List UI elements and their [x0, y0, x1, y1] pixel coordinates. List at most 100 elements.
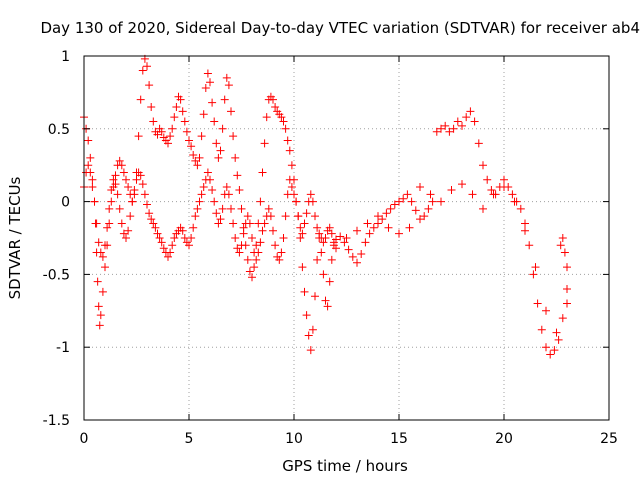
data-point — [206, 175, 214, 184]
data-point — [323, 302, 332, 311]
data-point — [308, 325, 317, 334]
data-point — [306, 346, 315, 355]
data-point — [315, 229, 324, 238]
data-point — [189, 223, 198, 232]
data-point — [111, 171, 120, 180]
x-tick-labels: 0 5 10 15 20 25 — [80, 431, 618, 447]
data-point — [399, 194, 408, 203]
data-point — [227, 107, 235, 116]
data-point — [243, 212, 252, 221]
data-point — [113, 190, 122, 199]
data-point — [218, 204, 227, 213]
x-tick-label: 0 — [80, 431, 89, 447]
data-point — [203, 69, 212, 78]
data-point — [287, 161, 296, 170]
data-point — [546, 350, 555, 359]
y-tick-labels: -1.5 -1 -0.5 0 0.5 1 — [43, 49, 70, 429]
data-point — [277, 248, 286, 257]
data-point — [220, 95, 229, 104]
data-point — [529, 270, 538, 279]
data-point — [231, 153, 240, 162]
data-point — [157, 238, 166, 247]
data-point — [405, 223, 414, 232]
data-point — [227, 204, 235, 213]
data-point — [248, 234, 256, 242]
data-point — [117, 161, 126, 170]
data-point — [248, 273, 256, 282]
data-point — [187, 142, 196, 151]
data-point — [437, 124, 445, 133]
data-point — [458, 180, 466, 189]
data-point — [94, 302, 103, 311]
data-point — [374, 219, 382, 228]
y-tick-label: 0 — [61, 195, 70, 211]
data-point — [214, 219, 223, 228]
grid-lines — [84, 56, 609, 420]
data-point — [185, 241, 193, 250]
data-point — [281, 124, 290, 133]
data-point — [105, 219, 114, 228]
y-tick-label: -0.5 — [43, 267, 70, 283]
data-point — [159, 244, 168, 253]
data-point — [287, 183, 296, 192]
data-point — [458, 121, 466, 130]
data-point — [233, 244, 242, 253]
data-point — [231, 234, 240, 242]
data-point — [445, 127, 454, 136]
data-point — [119, 229, 128, 238]
data-point — [558, 314, 567, 323]
data-point — [298, 263, 307, 272]
data-point — [269, 95, 277, 104]
data-point — [516, 204, 525, 213]
data-point — [411, 206, 420, 215]
data-point — [193, 161, 202, 170]
data-point — [260, 219, 269, 228]
data-point — [138, 180, 147, 189]
data-point — [199, 183, 208, 192]
data-point — [92, 219, 101, 228]
data-point — [197, 132, 206, 141]
data-point — [212, 209, 221, 218]
data-point — [136, 171, 145, 180]
data-point — [420, 212, 429, 221]
data-point — [256, 238, 265, 247]
data-point — [178, 226, 187, 235]
data-point — [281, 212, 290, 221]
data-point — [164, 252, 172, 261]
data-point — [84, 161, 93, 170]
data-point — [554, 335, 563, 344]
y-tick-label: -1.5 — [43, 413, 70, 429]
data-point — [195, 153, 204, 162]
data-point — [416, 215, 424, 224]
data-point — [432, 127, 441, 136]
data-point — [222, 73, 231, 82]
data-point — [101, 241, 109, 250]
x-tick-label: 25 — [600, 431, 618, 447]
data-point — [437, 197, 445, 206]
data-point — [212, 139, 221, 148]
data-point — [525, 241, 534, 250]
data-point — [95, 321, 104, 330]
data-point — [353, 258, 361, 267]
data-point — [384, 223, 393, 232]
data-point — [369, 223, 378, 232]
data-point — [143, 62, 151, 71]
data-point — [277, 113, 286, 122]
data-point — [296, 234, 305, 242]
data-point — [252, 241, 261, 250]
y-axis-title: SDTVAR / TECUs — [6, 176, 24, 299]
data-point — [86, 153, 95, 162]
data-point — [344, 245, 353, 254]
data-point — [300, 287, 309, 296]
data-point — [428, 197, 437, 206]
data-points — [80, 54, 571, 359]
data-point — [143, 200, 151, 209]
data-point — [115, 204, 124, 213]
data-point — [166, 132, 175, 141]
data-point — [124, 226, 133, 235]
data-point — [197, 190, 206, 199]
data-point — [329, 238, 338, 247]
data-point — [357, 250, 366, 259]
data-point — [86, 168, 95, 177]
data-point — [252, 255, 261, 264]
